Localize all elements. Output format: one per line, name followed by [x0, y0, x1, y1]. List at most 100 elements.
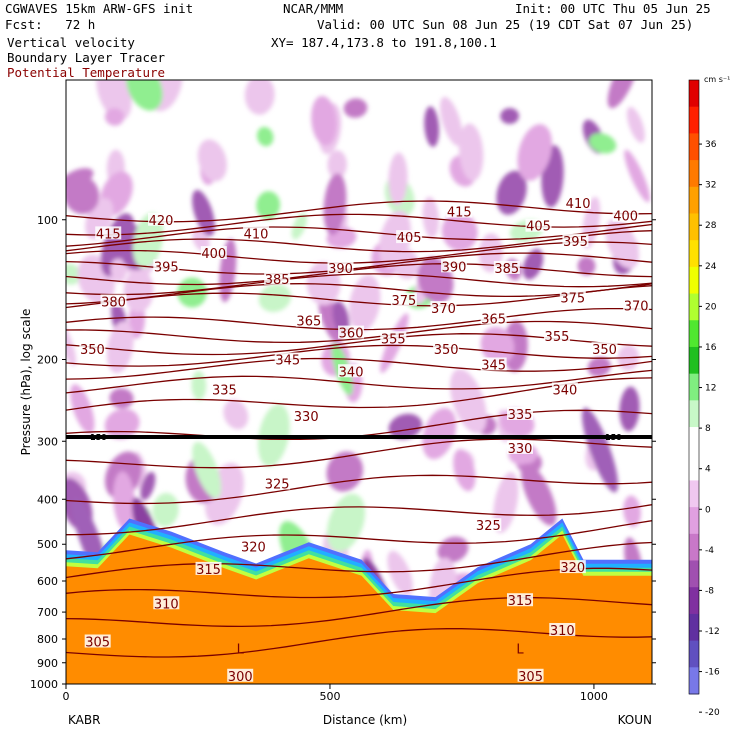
- theta-label-bg: [507, 406, 534, 420]
- theta-label: 390: [328, 262, 353, 277]
- theta-label-bg: [274, 352, 301, 366]
- w-blob: [521, 463, 557, 526]
- w-blob: [387, 550, 413, 596]
- colorbar-label: -4: [705, 546, 714, 556]
- theta-label-bg: [396, 230, 423, 244]
- field-boundary-layer-tracer: Boundary Layer Tracer: [7, 50, 166, 65]
- theta-label: 415: [447, 206, 472, 221]
- colorbar-swatch: [689, 160, 699, 188]
- plot-frame: [65, 79, 653, 685]
- theta-label-bg: [430, 301, 457, 315]
- theta-label: 350: [80, 343, 105, 358]
- theta-label-bg: [264, 476, 291, 490]
- colorbar-swatch: [689, 667, 699, 695]
- theta-label: 375: [560, 291, 585, 306]
- theta-label: 420: [149, 214, 174, 229]
- theta-label: 355: [381, 332, 406, 347]
- x-tick-label: 1000: [580, 690, 608, 703]
- w-blob: [496, 170, 527, 215]
- theta-label: 305: [518, 670, 543, 685]
- theta-contour: [66, 474, 652, 505]
- theta-label: 325: [476, 519, 501, 534]
- theta-contour: [66, 241, 652, 264]
- w-blob: [327, 150, 347, 179]
- theta-label: 310: [154, 597, 179, 612]
- theta-label: 410: [244, 227, 269, 242]
- theta-label-bg: [480, 311, 507, 325]
- theta-label: 345: [481, 358, 506, 373]
- theta-contour: [66, 438, 652, 469]
- org-label: NCAR/MMM: [283, 1, 344, 16]
- colorbar-swatch: [689, 507, 699, 535]
- theta-label: 325: [265, 478, 290, 493]
- w-blob: [152, 492, 179, 527]
- theta-label-bg: [380, 331, 407, 345]
- w-blob: [123, 269, 154, 313]
- colorbar-label: 16: [705, 343, 717, 353]
- theta-label-bg: [507, 593, 534, 607]
- w-blob: [244, 80, 275, 115]
- theta-label: 310: [550, 624, 575, 639]
- w-blob: [326, 451, 364, 492]
- w-blob: [197, 139, 227, 182]
- theta-label: 365: [296, 315, 321, 330]
- tropopause-label: 150: [90, 433, 107, 442]
- theta-label: 320: [241, 540, 266, 555]
- w-blob: [392, 248, 419, 279]
- colorbar-label: 24: [705, 262, 717, 272]
- theta-label: 380: [101, 296, 126, 311]
- theta-label-bg: [243, 226, 270, 240]
- colorbar: 36 32 28 24 20 16 12 8 4 0 -4 -8 -12 -16 -20: [688, 79, 720, 718]
- theta-label: 315: [196, 563, 221, 578]
- theta-label-bg: [200, 246, 227, 260]
- theta-contour: [66, 567, 652, 599]
- forecast-hour: Fcst: 72 h: [5, 17, 96, 32]
- theta-contour: [66, 263, 652, 286]
- theta-label-bg: [565, 195, 592, 209]
- theta-label: 410: [566, 197, 591, 212]
- theta-labels: 415 420 410 400 395 385 390 405 415 405 410 400 395 3…: [79, 195, 650, 685]
- colorbar-label: -20: [705, 708, 720, 718]
- theta-contour: [66, 283, 652, 305]
- theta-label: 300: [228, 670, 253, 685]
- theta-label: 395: [154, 260, 179, 275]
- colorbar-swatch: [689, 240, 699, 268]
- colorbar-frame: [688, 79, 700, 695]
- theta-label: 360: [339, 327, 364, 342]
- theta-label-bg: [211, 382, 238, 396]
- theta-label: 330: [508, 442, 533, 457]
- theta-label-bg: [153, 596, 180, 610]
- w-blob: [619, 386, 640, 432]
- theta-contour: [66, 596, 652, 628]
- theta-label-bg: [591, 342, 618, 356]
- theta-label-bg: [293, 409, 320, 423]
- w-blob: [291, 213, 307, 240]
- w-blob: [70, 384, 95, 434]
- theta-label: 330: [294, 410, 319, 425]
- field-vertical-velocity: Vertical velocity: [7, 35, 135, 50]
- y-tick-label: 100: [37, 214, 58, 227]
- colorbar-swatch: [689, 186, 699, 214]
- theta-label: 385: [494, 262, 519, 277]
- theta-label-bg: [195, 561, 222, 575]
- theta-label-bg: [551, 382, 578, 396]
- theta-contour: [66, 369, 652, 394]
- y-tick-label: 600: [37, 575, 58, 588]
- w-blob: [106, 321, 134, 374]
- w-blob: [424, 106, 440, 148]
- y-axis-label: Pressure (hPa), log scale: [19, 309, 33, 456]
- theta-label-bg: [295, 313, 322, 327]
- w-blob: [388, 413, 423, 440]
- w-blob: [450, 368, 487, 434]
- w-blob: [258, 284, 292, 312]
- colorbar-label: 4: [705, 465, 711, 475]
- theta-contour: [66, 320, 652, 344]
- theta-contour: [66, 223, 652, 247]
- field-potential-temperature: Potential Temperature: [7, 65, 166, 80]
- theta-label: 305: [85, 636, 110, 651]
- w-blob: [422, 407, 457, 460]
- w-blob: [587, 356, 611, 377]
- y-tick-label: 200: [37, 354, 58, 367]
- theta-label: 335: [508, 408, 533, 423]
- w-blob: [588, 133, 617, 154]
